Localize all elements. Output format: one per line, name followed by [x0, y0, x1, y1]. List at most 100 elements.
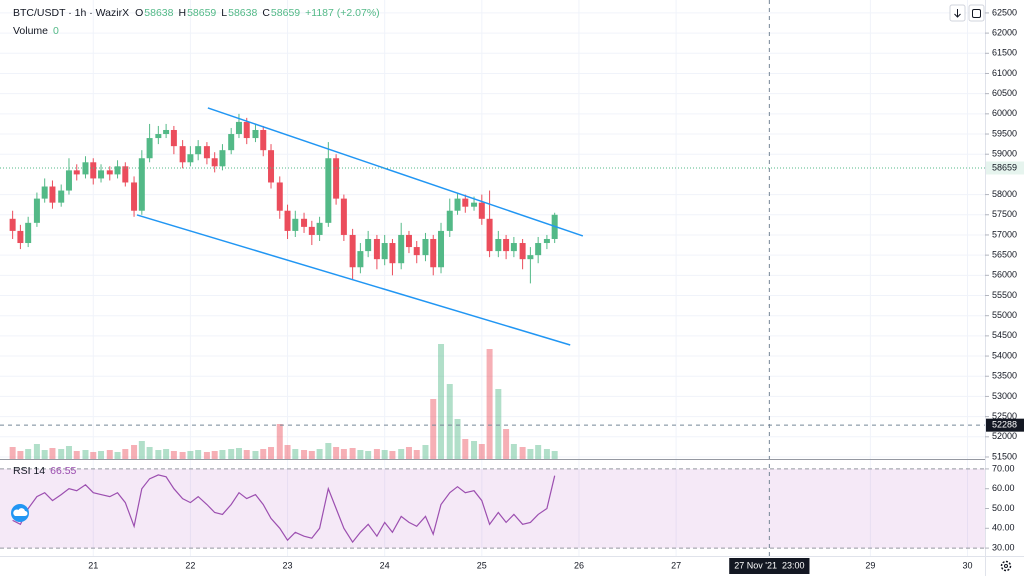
candle-body	[340, 198, 347, 235]
volume-bar	[535, 445, 542, 459]
candle-body	[73, 170, 80, 175]
volume-bar	[58, 449, 65, 459]
candle-body	[195, 146, 202, 155]
volume-bar	[503, 429, 510, 459]
candle-body	[98, 170, 105, 179]
volume-bar	[551, 451, 558, 459]
volume-bar	[340, 449, 347, 459]
volume-bar	[65, 446, 72, 459]
toolbar-buttons[interactable]	[949, 4, 985, 22]
volume-bar	[252, 451, 259, 459]
volume-bar	[373, 449, 380, 459]
y-tick-label: 54500	[992, 330, 1017, 340]
rsi-band	[0, 468, 985, 549]
legend-text: L	[221, 7, 227, 19]
candle-body	[389, 243, 396, 264]
candle-body	[519, 243, 526, 260]
volume-bar	[170, 451, 177, 459]
candle-body	[49, 186, 56, 203]
last-price-box	[986, 161, 1024, 175]
legend-header: BTC/USDT · 1h · WazirX O 58638 H 58659 L 58638…	[13, 7, 380, 477]
volume-bar	[131, 445, 138, 459]
legend-text: 58659	[271, 7, 300, 19]
volume-bar	[114, 452, 121, 459]
volume-bar	[138, 441, 145, 459]
x-tick-label: 27	[671, 560, 681, 570]
x-tick-label: 29	[865, 560, 875, 570]
maximize-button[interactable]	[968, 4, 985, 22]
candle-body	[357, 251, 364, 268]
candle-body	[543, 238, 550, 244]
candle-body	[503, 238, 510, 252]
volume-bar	[33, 444, 40, 459]
candle-body	[187, 154, 194, 163]
legend-text: 58659	[187, 7, 216, 19]
y-tick-label: 57000	[992, 229, 1017, 239]
legend-text: 0	[53, 25, 59, 37]
volume-bar	[268, 447, 275, 459]
volume-bar	[98, 451, 105, 459]
x-tick-label: 30	[963, 560, 973, 570]
settings-button[interactable]	[1000, 560, 1012, 572]
rsi-tick-label: 40.00	[992, 523, 1015, 533]
candle-body	[301, 218, 308, 227]
candle-body	[535, 243, 542, 256]
y-tick-label: 53000	[992, 391, 1017, 401]
volume-bar	[187, 451, 194, 459]
rsi-tick-label: 30.00	[992, 542, 1015, 552]
volume-bar	[454, 419, 461, 459]
volume-bar	[122, 449, 129, 459]
candle-body	[170, 129, 177, 147]
trendline	[136, 214, 571, 346]
x-tick-label: 23	[283, 560, 293, 570]
cloud-button[interactable]	[11, 504, 29, 522]
volume-bar	[495, 389, 502, 459]
volume-bar	[527, 449, 534, 459]
candle-body	[155, 134, 162, 139]
candle-body	[471, 202, 478, 207]
crosshair-time-box	[729, 558, 810, 574]
axes: 51500 52000 52500 53000 53500 54000 54500 55000…	[88, 7, 1024, 574]
y-tick-label: 60500	[992, 88, 1017, 98]
volume-bar	[486, 349, 493, 459]
legend-text: 66.55	[50, 465, 76, 477]
candle-body	[25, 222, 32, 244]
volume-bar	[73, 451, 80, 459]
volume-bar	[430, 399, 437, 459]
y-tick-label: 59500	[992, 128, 1017, 138]
legend-text: 58638	[228, 7, 257, 19]
trendline	[207, 107, 584, 237]
volume-bar	[228, 449, 235, 459]
y-tick-label: 51500	[992, 451, 1017, 461]
volume-bar	[41, 450, 48, 459]
y-tick-label: 62500	[992, 7, 1017, 17]
candle-body	[235, 121, 242, 135]
volume-bar	[146, 447, 153, 459]
legend-text: C	[262, 7, 270, 19]
volume-bar	[219, 450, 226, 459]
y-tick-label: 52500	[992, 411, 1017, 421]
x-tick-label: 21	[88, 560, 98, 570]
candle-body	[438, 230, 445, 268]
candle-body	[365, 238, 372, 252]
candle-body	[106, 170, 113, 175]
candle-body	[114, 166, 121, 175]
volume-bar	[405, 447, 412, 459]
square-icon	[972, 9, 981, 18]
volume-bar	[235, 448, 242, 459]
rsi-tick-label: 60.00	[992, 483, 1015, 493]
candle-body	[454, 198, 461, 211]
candle-body	[82, 162, 89, 175]
candle-body	[325, 158, 332, 223]
candle-body	[41, 186, 48, 199]
candle-body	[284, 210, 291, 231]
volume-bar	[357, 450, 364, 459]
volume-bar	[422, 445, 429, 459]
volume-bar	[438, 344, 445, 459]
y-tick-label: 61000	[992, 68, 1017, 78]
candle-body	[478, 202, 485, 219]
gear-icon[interactable]	[1000, 560, 1012, 572]
